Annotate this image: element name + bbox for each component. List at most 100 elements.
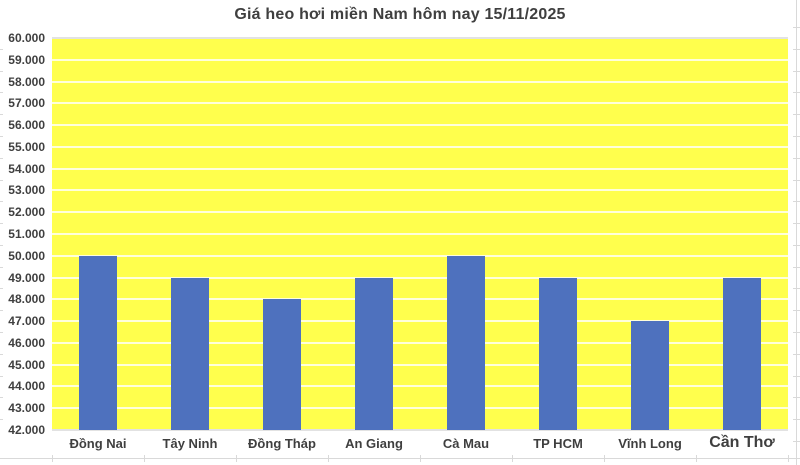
worksheet-row-tick xyxy=(793,288,800,290)
worksheet-column-line xyxy=(796,0,797,465)
y-axis-tick-label: 57.000 xyxy=(8,96,45,111)
gridline xyxy=(52,233,788,235)
worksheet-row-tick xyxy=(793,332,800,333)
gridline xyxy=(52,363,788,366)
worksheet-column-tick xyxy=(235,455,237,462)
bar-4 xyxy=(355,277,393,430)
bar-8 xyxy=(723,277,761,430)
gridline xyxy=(52,298,788,301)
gridline xyxy=(52,37,788,39)
y-axis-tick-label: 60.000 xyxy=(8,31,45,45)
worksheet-row-tick xyxy=(793,92,800,94)
chart-title: Giá heo hơi miền Nam hôm nay 15/11/2025 xyxy=(234,6,566,23)
worksheet-column-tick xyxy=(143,455,145,462)
worksheet-row-line xyxy=(0,458,800,459)
y-axis-tick-label: 43.000 xyxy=(8,401,45,416)
worksheet-row-tick xyxy=(0,375,3,377)
y-axis-tick-label: 48.000 xyxy=(8,292,45,307)
worksheet-row-tick xyxy=(0,223,3,225)
gridline xyxy=(52,145,788,148)
worksheet-row-tick xyxy=(793,310,800,312)
worksheet-column-tick xyxy=(419,455,421,462)
gridline xyxy=(52,254,788,257)
worksheet-row-tick xyxy=(793,157,800,159)
worksheet-row-tick xyxy=(0,92,3,94)
worksheet-row-tick xyxy=(0,332,3,333)
x-axis-tick-label: Đồng Tháp xyxy=(248,436,316,451)
x-axis-tick-label: TP HCM xyxy=(533,436,583,451)
y-axis-tick-label: 54.000 xyxy=(8,161,45,176)
worksheet-row-tick xyxy=(793,375,800,377)
bar-2 xyxy=(171,277,209,430)
y-axis-tick-label: 50.000 xyxy=(8,248,45,263)
y-axis-tick-label: 59.000 xyxy=(8,52,45,67)
gridline xyxy=(52,124,788,127)
worksheet-row-tick xyxy=(0,397,3,399)
worksheet-column-tick xyxy=(51,455,53,462)
worksheet-row-tick xyxy=(0,136,3,137)
gridline xyxy=(52,341,788,344)
gridline xyxy=(52,58,788,61)
gridline xyxy=(52,429,788,431)
worksheet-row-tick xyxy=(0,201,3,203)
worksheet-column-tick xyxy=(695,455,697,462)
y-axis-tick-label: 55.000 xyxy=(8,139,45,154)
worksheet-column-tick xyxy=(603,455,605,462)
worksheet-row-tick xyxy=(0,288,3,290)
worksheet-row-tick xyxy=(0,70,3,72)
worksheet-row-tick xyxy=(793,179,800,181)
bar-7 xyxy=(631,321,669,430)
x-axis-tick-label: An Giang xyxy=(345,436,403,451)
worksheet-row-tick xyxy=(793,70,800,72)
y-axis-tick-label: 53.000 xyxy=(8,183,45,198)
worksheet-row-tick xyxy=(0,179,3,181)
y-axis-tick-label: 51.000 xyxy=(8,227,45,241)
worksheet-row-tick xyxy=(793,397,800,399)
bar-3 xyxy=(263,299,301,430)
x-axis-tick-label: Tây Ninh xyxy=(162,436,218,451)
y-axis-tick-label: 44.000 xyxy=(8,379,45,394)
gridline xyxy=(52,167,788,170)
worksheet-row-tick xyxy=(0,266,3,268)
gridline xyxy=(52,276,788,279)
worksheet-row-tick xyxy=(793,353,800,355)
x-axis-tick-label: Vĩnh Long xyxy=(618,436,682,451)
worksheet-row-tick xyxy=(793,419,800,421)
bar-6 xyxy=(539,277,577,430)
worksheet-column-tick xyxy=(787,455,789,462)
worksheet-row-tick xyxy=(0,244,3,246)
y-axis-tick-label: 42.000 xyxy=(8,423,45,437)
worksheet-row-tick xyxy=(0,114,3,116)
worksheet-row-tick xyxy=(793,136,800,137)
gridline xyxy=(52,320,788,323)
y-axis-tick-label: 45.000 xyxy=(8,357,45,372)
worksheet-row-tick xyxy=(793,27,800,29)
worksheet-column-tick xyxy=(327,455,329,462)
gridline xyxy=(52,102,788,105)
gridline xyxy=(52,407,788,410)
worksheet-row-tick xyxy=(793,223,800,225)
worksheet-row-tick xyxy=(0,353,3,355)
x-axis-tick-label: Đồng Nai xyxy=(69,436,127,451)
worksheet-row-tick xyxy=(0,419,3,421)
worksheet-row-tick xyxy=(793,114,800,116)
y-axis-tick-label: 52.000 xyxy=(8,205,45,220)
y-axis-tick-label: 47.000 xyxy=(8,314,45,329)
y-axis-tick-label: 58.000 xyxy=(8,74,45,89)
gridline xyxy=(52,385,788,388)
gridline xyxy=(52,80,788,83)
x-axis-tick-label: Cần Thơ xyxy=(709,434,775,451)
worksheet-row-tick xyxy=(793,48,800,50)
y-axis-tick-label: 56.000 xyxy=(8,118,45,133)
x-axis-tick-label: Cà Mau xyxy=(442,436,490,451)
plot-area xyxy=(52,37,788,431)
worksheet-column-tick xyxy=(511,455,513,462)
worksheet-row-tick xyxy=(0,48,3,50)
bar-1 xyxy=(79,255,117,430)
worksheet-row-tick xyxy=(793,266,800,268)
worksheet-row-tick xyxy=(0,157,3,159)
y-axis-tick-label: 49.000 xyxy=(8,270,45,285)
gridline xyxy=(52,211,788,214)
worksheet-row-tick xyxy=(793,244,800,246)
